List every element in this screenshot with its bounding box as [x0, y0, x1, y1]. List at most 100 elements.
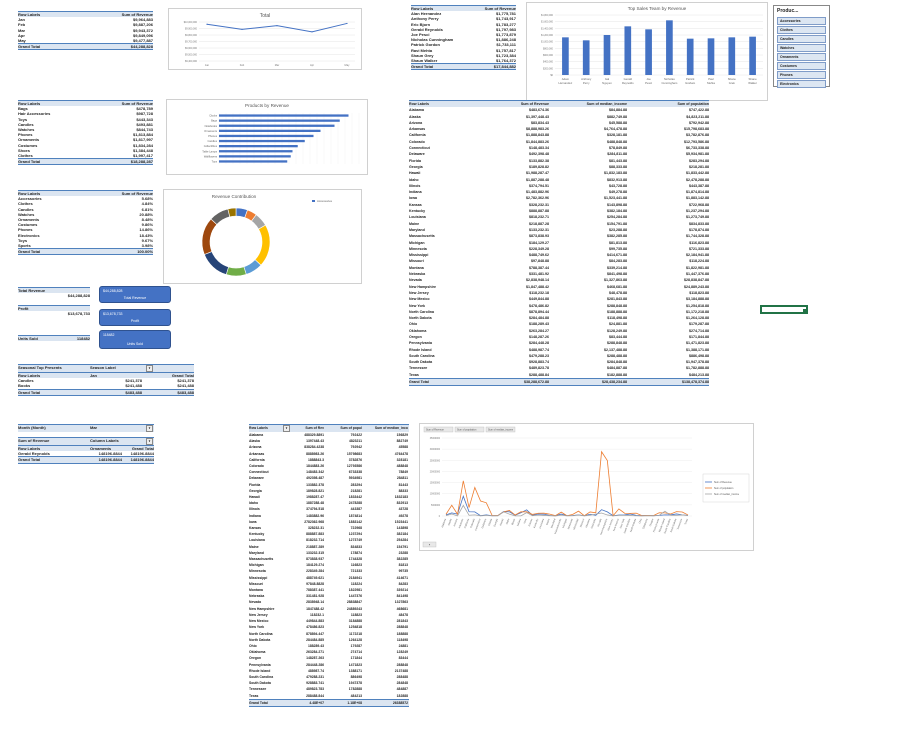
cell-value: $241,488 [125, 383, 142, 389]
table-row: Idaho 1887288.48 2478288 832913 [249, 500, 409, 506]
row-label: Alabama [249, 433, 264, 437]
cell-value: 283294 [350, 482, 362, 487]
y-tick-label: 20000000 [430, 471, 441, 473]
x-tick-label: Grek [729, 81, 736, 85]
cell-value: 331481.928 [306, 594, 324, 599]
chart-contrib-panel[interactable]: Revenue Contribution Accessories [163, 189, 362, 284]
cell-value: $45,588.88 [609, 120, 627, 125]
card-value: $44,288,828 [103, 289, 123, 293]
slicer-item[interactable]: Accessories [777, 17, 826, 25]
pivot-header: Sum of popul [340, 426, 362, 430]
cell-value: 284848 [396, 681, 408, 686]
bar [219, 155, 291, 158]
pivot-header: Sum of Revenue [121, 191, 153, 196]
bar [219, 114, 349, 117]
pivot-header: Sum of Revenue [484, 6, 516, 11]
cell-value: $1,797,983 [495, 26, 516, 32]
x-tick-label: South Carolina [663, 518, 671, 535]
x-tick-label: Mehta [707, 81, 715, 85]
cell-value: $382,184.88 [607, 209, 627, 214]
cell-value: 882749 [396, 439, 408, 444]
filter-dropdown-icon[interactable]: ▾ [146, 365, 153, 372]
fill-handle[interactable] [803, 309, 807, 313]
table-row: Connecticut 148483.342 6733338 78849 [249, 469, 409, 475]
y-tick-label: $600,000 [543, 54, 554, 57]
cell-value: 288488 [396, 674, 408, 679]
row-label: Delaware [409, 152, 425, 157]
table-row: Louisiana 818232.714 1273749 254284 [249, 537, 409, 543]
cell-value: $1,874,814.88 [686, 190, 709, 195]
field-button-label: Sum of Revenue [426, 429, 444, 432]
slicer-item[interactable]: Candles [777, 35, 826, 43]
cell-value: 84283 [398, 581, 408, 586]
cell-value: 4.84% [141, 201, 153, 207]
product-slicer[interactable]: Produc... Accessories Clothes Candles Watch… [773, 5, 830, 88]
cell-value: 99735 [398, 569, 408, 574]
row-label: Gerald Reynolds [18, 451, 50, 457]
card-profit[interactable]: $13,678,733 Profit [99, 309, 171, 326]
cell-value: $747,422.88 [689, 108, 709, 113]
table-row: Kansas 328232.31 722968 143898 [249, 525, 409, 531]
slicer-item[interactable]: Electronics [777, 80, 826, 88]
slicer-item[interactable]: Ornaments [777, 53, 826, 61]
x-tick-label: Ohio [638, 518, 643, 524]
chart-total-panel[interactable]: Total $9,400,000 $9,500,000 $9,600,000 $9,70… [168, 8, 362, 70]
x-tick-label: Adam [562, 77, 570, 81]
row-label: Colorado [249, 464, 264, 469]
row-label: Idaho [409, 177, 419, 182]
cell-value: $1,254,818.88 [686, 303, 709, 308]
row-label: Mar [18, 27, 26, 33]
cell-value: 2838948.14 [306, 600, 324, 605]
table-row: New Hampshire 1847488.42 24889243 468681 [249, 606, 409, 612]
slicer-item[interactable]: Costumes [777, 62, 826, 70]
x-tick-label: Reynolds [622, 81, 634, 85]
selected-cell[interactable] [760, 305, 808, 314]
chart-team-panel[interactable]: Top Sales Team by Revenue $0 $200,000 $400,… [526, 2, 768, 101]
table-row: Toys $443,343 [18, 117, 153, 122]
table-row: Shaun Walker $1,764,372 [411, 58, 516, 63]
table-row: Indiana 1483882.96 1874814 49278 [249, 513, 409, 519]
cell-value: $443,387.88 [689, 183, 709, 188]
x-tick-label: Delaware [481, 518, 488, 529]
cell-value: 133232.315 [306, 550, 324, 555]
cell-value: $1,757,817 [495, 47, 516, 53]
x-tick-label: New York [619, 518, 626, 529]
row-label: New Hampshire [249, 606, 275, 611]
cell-value: 12793586 [346, 464, 362, 469]
row-label: Electronics [18, 232, 40, 238]
cell-value: 182888 [396, 693, 408, 698]
cell-value: $328,232.31 [529, 202, 549, 207]
card-units[interactable]: 118482 Units Sold [99, 330, 171, 349]
table-row: Missouri $97,848.88 $84,283.88 $118,224.88 [409, 258, 709, 264]
filter-dropdown-icon[interactable]: ▾ [146, 425, 153, 432]
slicer-item[interactable]: Phones [777, 71, 826, 79]
cell-value: 284811 [396, 476, 408, 481]
table-row: Missouri 97848.8828 118224 84283 [249, 581, 409, 587]
cell-value: $1,775,781 [495, 11, 516, 17]
chart-products-panel[interactable]: Products by Revenue Clocks Bags Notebooks Or… [166, 99, 368, 175]
row-label: Georgia [409, 164, 423, 169]
chart-states-panel[interactable]: Sum of Revenue Sum of population Sum of me… [419, 423, 754, 551]
pivot-total-label: Grand Total [409, 380, 429, 385]
pivot-subheader: Row Labels [18, 446, 41, 451]
slicer-item[interactable]: Clothes [777, 26, 826, 34]
row-label: Candles [18, 378, 34, 384]
card-label: Units Sold [127, 342, 143, 346]
table-row: May $9,477,887 [18, 38, 153, 43]
slicer-item[interactable]: Watches [777, 44, 826, 52]
filter-dropdown-icon[interactable]: ▾ [146, 438, 153, 445]
x-tick-label: Paul [708, 77, 714, 81]
cell-value: 2782362.968 [304, 519, 324, 524]
y-tick-label: 25000000 [430, 460, 441, 462]
filter-dropdown-icon[interactable]: ▾ [283, 425, 290, 432]
table-row: South Dakota 928883.741 1947378 284848 [249, 680, 409, 686]
row-label: Oklahoma [409, 328, 427, 333]
cell-value: $488,987.74 [529, 347, 549, 352]
pivot-states-big: Row Labels Sum of Revenue Sum of median_in… [409, 100, 709, 387]
row-label: California [249, 457, 265, 462]
bar [582, 40, 590, 75]
card-total-revenue[interactable]: $44,288,828 Total Revenue [99, 286, 171, 303]
x-tick-label: Maryland [550, 518, 556, 529]
pivot-header: Sum of Revenue [121, 101, 153, 106]
table-row: Illinois $374,794.51 $43,728.88 $443,387.88 [409, 183, 709, 189]
